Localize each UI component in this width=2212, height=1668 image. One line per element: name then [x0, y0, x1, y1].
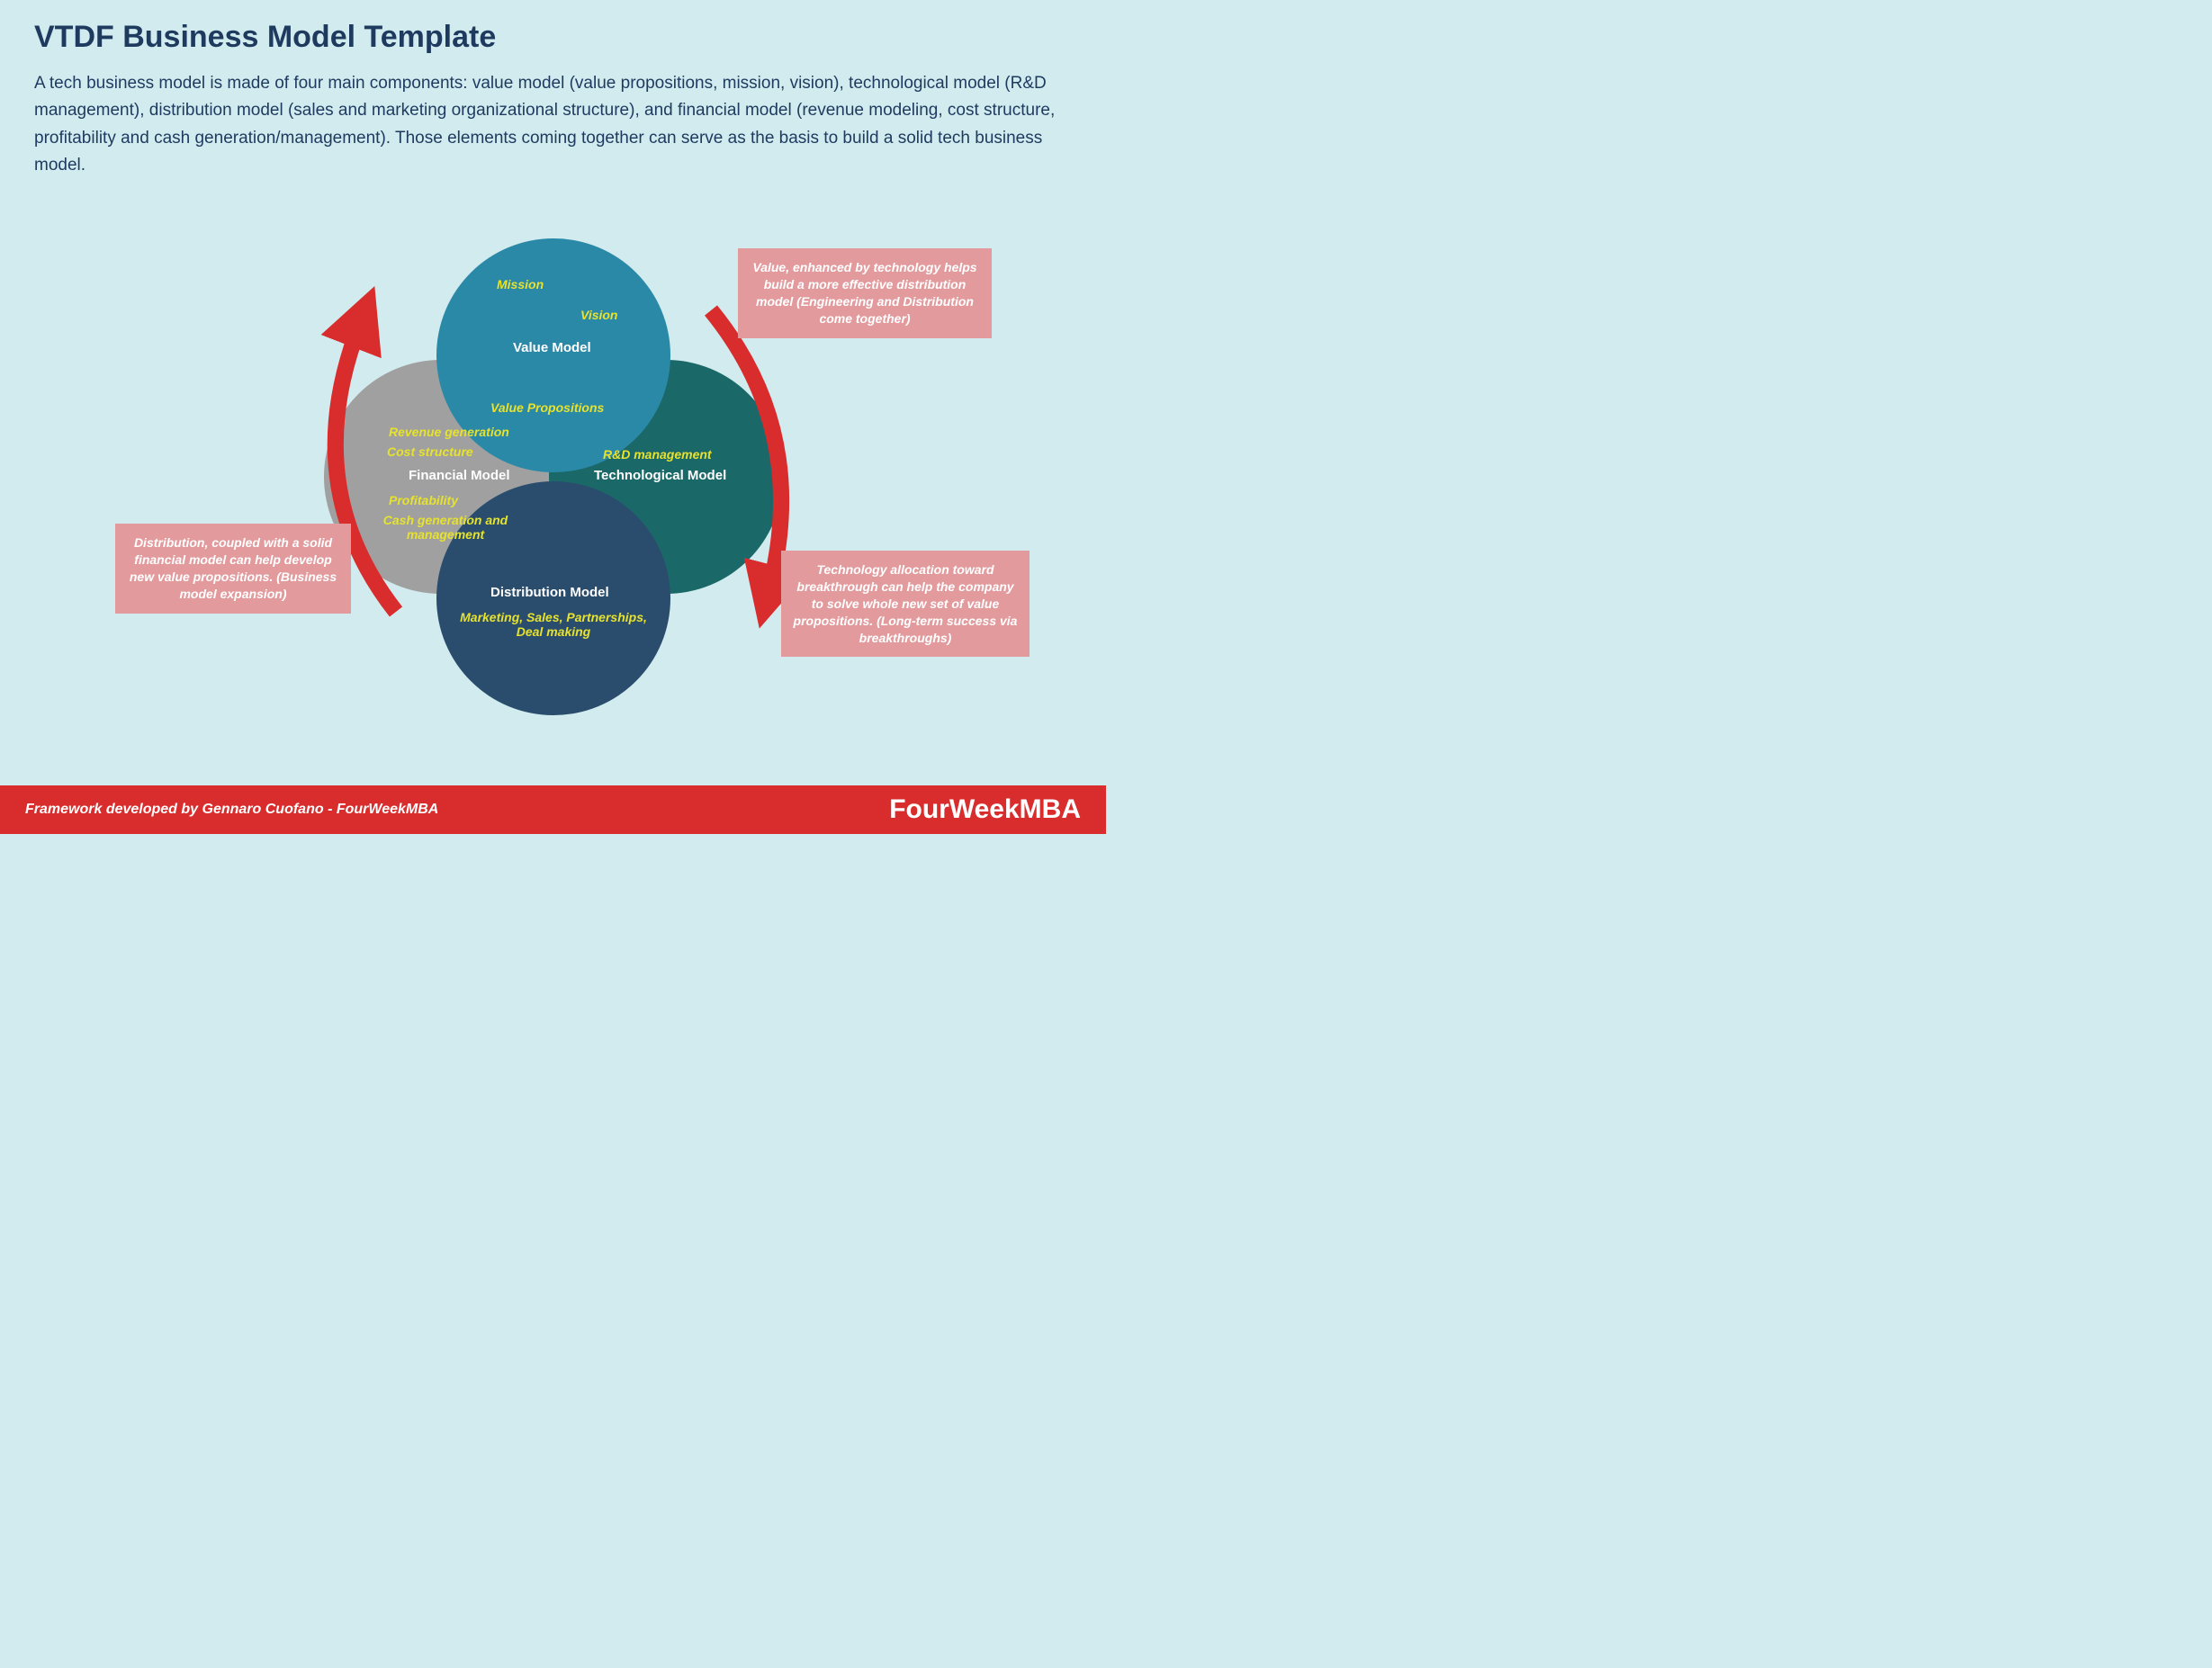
- footer-brand: FourWeekMBA: [889, 794, 1081, 825]
- title-tech-model: Technological Model: [594, 468, 726, 483]
- callout-bottom-right: Technology allocation toward breakthroug…: [781, 551, 1030, 657]
- label-revenue: Revenue generation: [389, 425, 509, 439]
- label-cost: Cost structure: [387, 444, 473, 459]
- title-value-model: Value Model: [513, 340, 591, 355]
- page-title: VTDF Business Model Template: [34, 20, 496, 55]
- footer-credit: Framework developed by Gennaro Cuofano -…: [25, 802, 438, 818]
- label-marketing: Marketing, Sales, Partnerships, Deal mak…: [450, 610, 657, 639]
- title-distribution-model: Distribution Model: [490, 585, 609, 600]
- callout-top-right: Value, enhanced by technology helps buil…: [738, 248, 992, 338]
- label-mission: Mission: [497, 277, 544, 291]
- label-cash: Cash generation and management: [369, 513, 522, 542]
- label-profitability: Profitability: [389, 493, 458, 507]
- callout-bottom-left: Distribution, coupled with a solid finan…: [115, 524, 351, 614]
- label-rd: R&D management: [603, 447, 712, 462]
- footer-bar: Framework developed by Gennaro Cuofano -…: [0, 785, 1106, 834]
- label-vision: Vision: [580, 308, 618, 322]
- title-financial-model: Financial Model: [409, 468, 510, 483]
- label-value-propositions: Value Propositions: [490, 400, 604, 415]
- page-description: A tech business model is made of four ma…: [34, 70, 1069, 180]
